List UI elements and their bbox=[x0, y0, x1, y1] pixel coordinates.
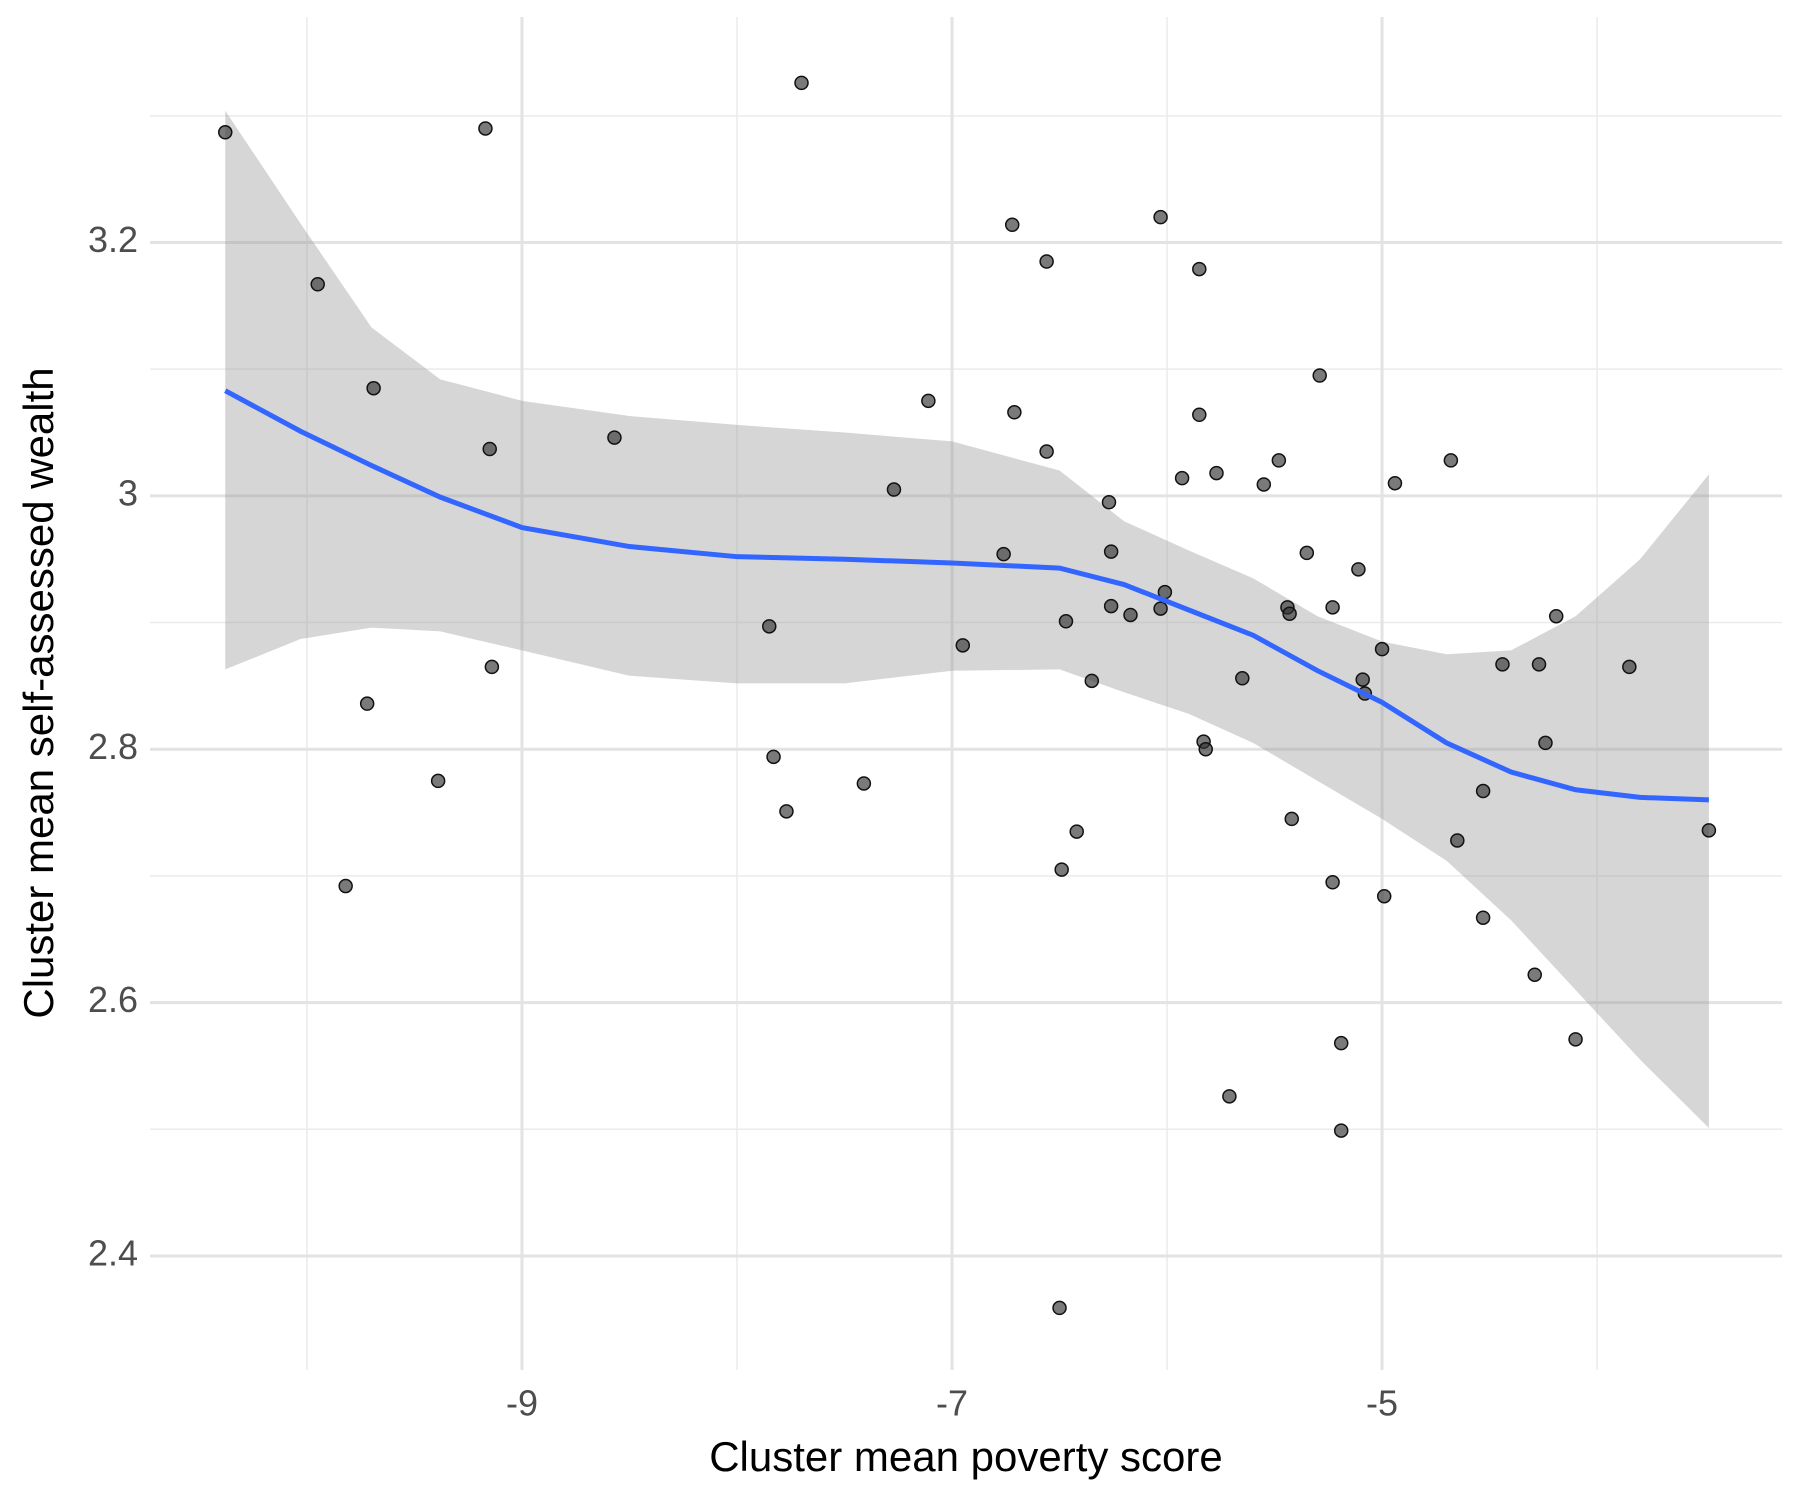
point bbox=[1039, 254, 1054, 269]
point bbox=[1052, 1300, 1067, 1316]
point bbox=[1192, 407, 1207, 423]
point bbox=[1256, 477, 1272, 492]
point bbox=[1123, 607, 1138, 623]
point bbox=[1376, 888, 1392, 904]
point bbox=[366, 380, 381, 396]
point bbox=[607, 430, 622, 445]
point bbox=[1622, 659, 1637, 675]
point bbox=[478, 121, 493, 136]
point bbox=[1153, 601, 1168, 616]
point bbox=[1282, 606, 1297, 621]
x-axis-title: Cluster mean poverty score bbox=[709, 1433, 1223, 1480]
point bbox=[1475, 783, 1491, 799]
point bbox=[921, 393, 936, 409]
point bbox=[1039, 444, 1054, 459]
y-tick-label: 3 bbox=[118, 472, 138, 513]
point bbox=[1355, 672, 1370, 687]
confidence-band bbox=[225, 110, 1709, 1129]
point bbox=[779, 804, 794, 819]
point bbox=[1271, 453, 1287, 468]
point bbox=[794, 75, 809, 91]
y-axis-title: Cluster mean self-assessed wealth bbox=[15, 367, 62, 1018]
point bbox=[1284, 811, 1300, 827]
point bbox=[484, 659, 500, 675]
point bbox=[1103, 544, 1119, 559]
point bbox=[218, 125, 233, 140]
point bbox=[1333, 1035, 1349, 1051]
point bbox=[856, 776, 872, 791]
point bbox=[1495, 657, 1510, 672]
point bbox=[1299, 545, 1315, 561]
point bbox=[1007, 405, 1022, 420]
y-tick-label: 2.6 bbox=[88, 979, 138, 1020]
point bbox=[1548, 608, 1564, 624]
point bbox=[1443, 453, 1459, 468]
point bbox=[1101, 494, 1117, 510]
point bbox=[1174, 470, 1190, 486]
point bbox=[1103, 598, 1119, 614]
point bbox=[1701, 823, 1717, 838]
point bbox=[886, 482, 902, 497]
point bbox=[1387, 475, 1403, 491]
smooth-line bbox=[224, 388, 1709, 803]
point bbox=[1450, 833, 1465, 848]
point bbox=[1084, 673, 1100, 689]
point bbox=[1069, 824, 1084, 839]
point bbox=[482, 441, 497, 457]
point bbox=[1153, 209, 1168, 225]
point bbox=[1054, 862, 1069, 877]
point bbox=[1235, 671, 1250, 686]
point bbox=[359, 696, 375, 711]
point bbox=[1209, 465, 1224, 481]
y-tick-label: 3.2 bbox=[88, 219, 138, 260]
x-tick-label: -7 bbox=[936, 1383, 968, 1424]
point bbox=[1325, 600, 1340, 615]
point bbox=[1222, 1089, 1237, 1104]
point bbox=[762, 619, 777, 634]
point bbox=[996, 546, 1011, 562]
point bbox=[955, 638, 971, 653]
point bbox=[1312, 368, 1327, 383]
point bbox=[430, 773, 446, 789]
point bbox=[1527, 967, 1542, 982]
point bbox=[1192, 261, 1207, 277]
point bbox=[766, 749, 781, 765]
y-tick-label: 2.8 bbox=[88, 726, 138, 767]
point bbox=[1333, 1123, 1349, 1138]
point bbox=[1531, 657, 1547, 672]
point bbox=[1058, 614, 1074, 629]
point bbox=[1198, 741, 1213, 757]
x-tick-label: -5 bbox=[1366, 1383, 1398, 1424]
point bbox=[1004, 217, 1020, 233]
point bbox=[1374, 641, 1390, 657]
point bbox=[1568, 1032, 1583, 1047]
point bbox=[310, 277, 325, 292]
x-tick-label: -9 bbox=[506, 1383, 538, 1424]
point bbox=[1325, 875, 1340, 890]
point bbox=[338, 878, 353, 894]
point bbox=[1475, 910, 1491, 925]
point bbox=[1351, 562, 1366, 577]
y-tick-label: 2.4 bbox=[88, 1232, 138, 1273]
point bbox=[1538, 735, 1553, 751]
